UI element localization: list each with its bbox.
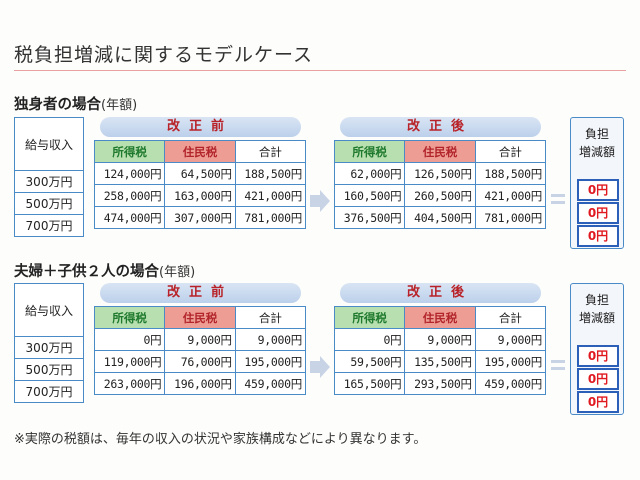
cell: 258,000円 xyxy=(93,184,166,207)
cell: 781,000円 xyxy=(234,206,307,229)
section-heading-text: 独身者の場合 xyxy=(14,97,101,113)
cell: 0円 xyxy=(333,328,406,351)
section-heading-family: 夫婦＋子供２人の場合(年額) xyxy=(14,260,195,281)
cell: 474,000円 xyxy=(93,206,166,229)
result-header-line2: 増減額 xyxy=(578,145,615,159)
col-total: 合計 xyxy=(234,140,307,163)
cell: 163,000円 xyxy=(164,184,236,207)
result-value: 0円 xyxy=(577,202,619,224)
equals-icon xyxy=(551,194,565,208)
section-subheading: (年額) xyxy=(159,265,196,280)
result-box-single: 負担 増減額 0円 0円 0円 xyxy=(570,117,624,249)
result-value: 0円 xyxy=(577,179,619,201)
income-row: 300万円 xyxy=(14,336,84,359)
income-header: 給与収入 xyxy=(14,117,84,171)
income-row: 500万円 xyxy=(14,192,84,215)
income-row: 700万円 xyxy=(14,214,84,237)
cell: 188,500円 xyxy=(234,162,307,185)
cell: 195,000円 xyxy=(474,350,547,373)
result-header: 負担 増減額 xyxy=(571,284,623,327)
cell: 119,000円 xyxy=(93,350,166,373)
result-box-family: 負担 増減額 0円 0円 0円 xyxy=(570,283,624,415)
cell: 9,000円 xyxy=(474,328,547,351)
cell: 421,000円 xyxy=(474,184,547,207)
income-header: 給与収入 xyxy=(14,283,84,337)
col-income-tax: 所得税 xyxy=(333,140,406,163)
cell: 124,000円 xyxy=(93,162,166,185)
cell: 260,500円 xyxy=(404,184,476,207)
title-rule xyxy=(14,70,626,71)
cell: 62,000円 xyxy=(333,162,406,185)
before-band: 改正前 xyxy=(99,283,301,303)
result-header-line2: 増減額 xyxy=(578,311,615,325)
income-row: 500万円 xyxy=(14,358,84,381)
cell: 307,000円 xyxy=(164,206,236,229)
cell: 781,000円 xyxy=(474,206,547,229)
cell: 59,500円 xyxy=(333,350,406,373)
income-table-family: 給与収入 300万円 500万円 700万円 xyxy=(14,283,84,403)
result-header: 負担 増減額 xyxy=(571,118,623,161)
after-table-family: 改正後 所得税 住民税 合計 0円 9,000円 9,000円 59,500円 … xyxy=(333,283,547,395)
cell: 459,000円 xyxy=(234,372,307,395)
col-total: 合計 xyxy=(474,140,547,163)
section-heading-single: 独身者の場合(年額) xyxy=(14,93,137,114)
cell: 165,500円 xyxy=(333,372,406,395)
footnote: ※実際の税額は、毎年の収入の状況や家族構成などにより異なります。 xyxy=(14,432,427,447)
after-band: 改正後 xyxy=(339,283,541,303)
result-value: 0円 xyxy=(577,225,619,247)
cell: 196,000円 xyxy=(164,372,236,395)
section-subheading: (年額) xyxy=(101,98,138,113)
after-band: 改正後 xyxy=(339,117,541,137)
before-band: 改正前 xyxy=(99,117,301,137)
arrow-right-icon xyxy=(310,356,330,378)
col-income-tax: 所得税 xyxy=(93,306,166,329)
result-value: 0円 xyxy=(577,391,619,413)
cell: 9,000円 xyxy=(234,328,307,351)
col-resident-tax: 住民税 xyxy=(404,306,476,329)
cell: 263,000円 xyxy=(93,372,166,395)
result-header-line1: 負担 xyxy=(584,293,609,307)
cell: 126,500円 xyxy=(404,162,476,185)
cell: 160,500円 xyxy=(333,184,406,207)
cell: 9,000円 xyxy=(164,328,236,351)
col-resident-tax: 住民税 xyxy=(164,306,236,329)
arrow-right-icon xyxy=(310,190,330,212)
col-resident-tax: 住民税 xyxy=(164,140,236,163)
income-table-single: 給与収入 300万円 500万円 700万円 xyxy=(14,117,84,237)
cell: 76,000円 xyxy=(164,350,236,373)
col-income-tax: 所得税 xyxy=(333,306,406,329)
cell: 195,000円 xyxy=(234,350,307,373)
col-total: 合計 xyxy=(234,306,307,329)
cell: 404,500円 xyxy=(404,206,476,229)
col-income-tax: 所得税 xyxy=(93,140,166,163)
col-total: 合計 xyxy=(474,306,547,329)
cell: 188,500円 xyxy=(474,162,547,185)
section-heading-text: 夫婦＋子供２人の場合 xyxy=(14,264,159,280)
cell: 421,000円 xyxy=(234,184,307,207)
cell: 376,500円 xyxy=(333,206,406,229)
cell: 0円 xyxy=(93,328,166,351)
cell: 135,500円 xyxy=(404,350,476,373)
cell: 459,000円 xyxy=(474,372,547,395)
page-title: 税負担増減に関するモデルケース xyxy=(14,44,314,66)
before-table-single: 改正前 所得税 住民税 合計 124,000円 64,500円 188,500円… xyxy=(93,117,307,229)
result-header-line1: 負担 xyxy=(584,127,609,141)
cell: 293,500円 xyxy=(404,372,476,395)
after-table-single: 改正後 所得税 住民税 合計 62,000円 126,500円 188,500円… xyxy=(333,117,547,229)
equals-icon xyxy=(551,360,565,374)
col-resident-tax: 住民税 xyxy=(404,140,476,163)
cell: 9,000円 xyxy=(404,328,476,351)
income-row: 700万円 xyxy=(14,380,84,403)
result-value: 0円 xyxy=(577,345,619,367)
income-row: 300万円 xyxy=(14,170,84,193)
result-value: 0円 xyxy=(577,368,619,390)
before-table-family: 改正前 所得税 住民税 合計 0円 9,000円 9,000円 119,000円… xyxy=(93,283,307,395)
cell: 64,500円 xyxy=(164,162,236,185)
